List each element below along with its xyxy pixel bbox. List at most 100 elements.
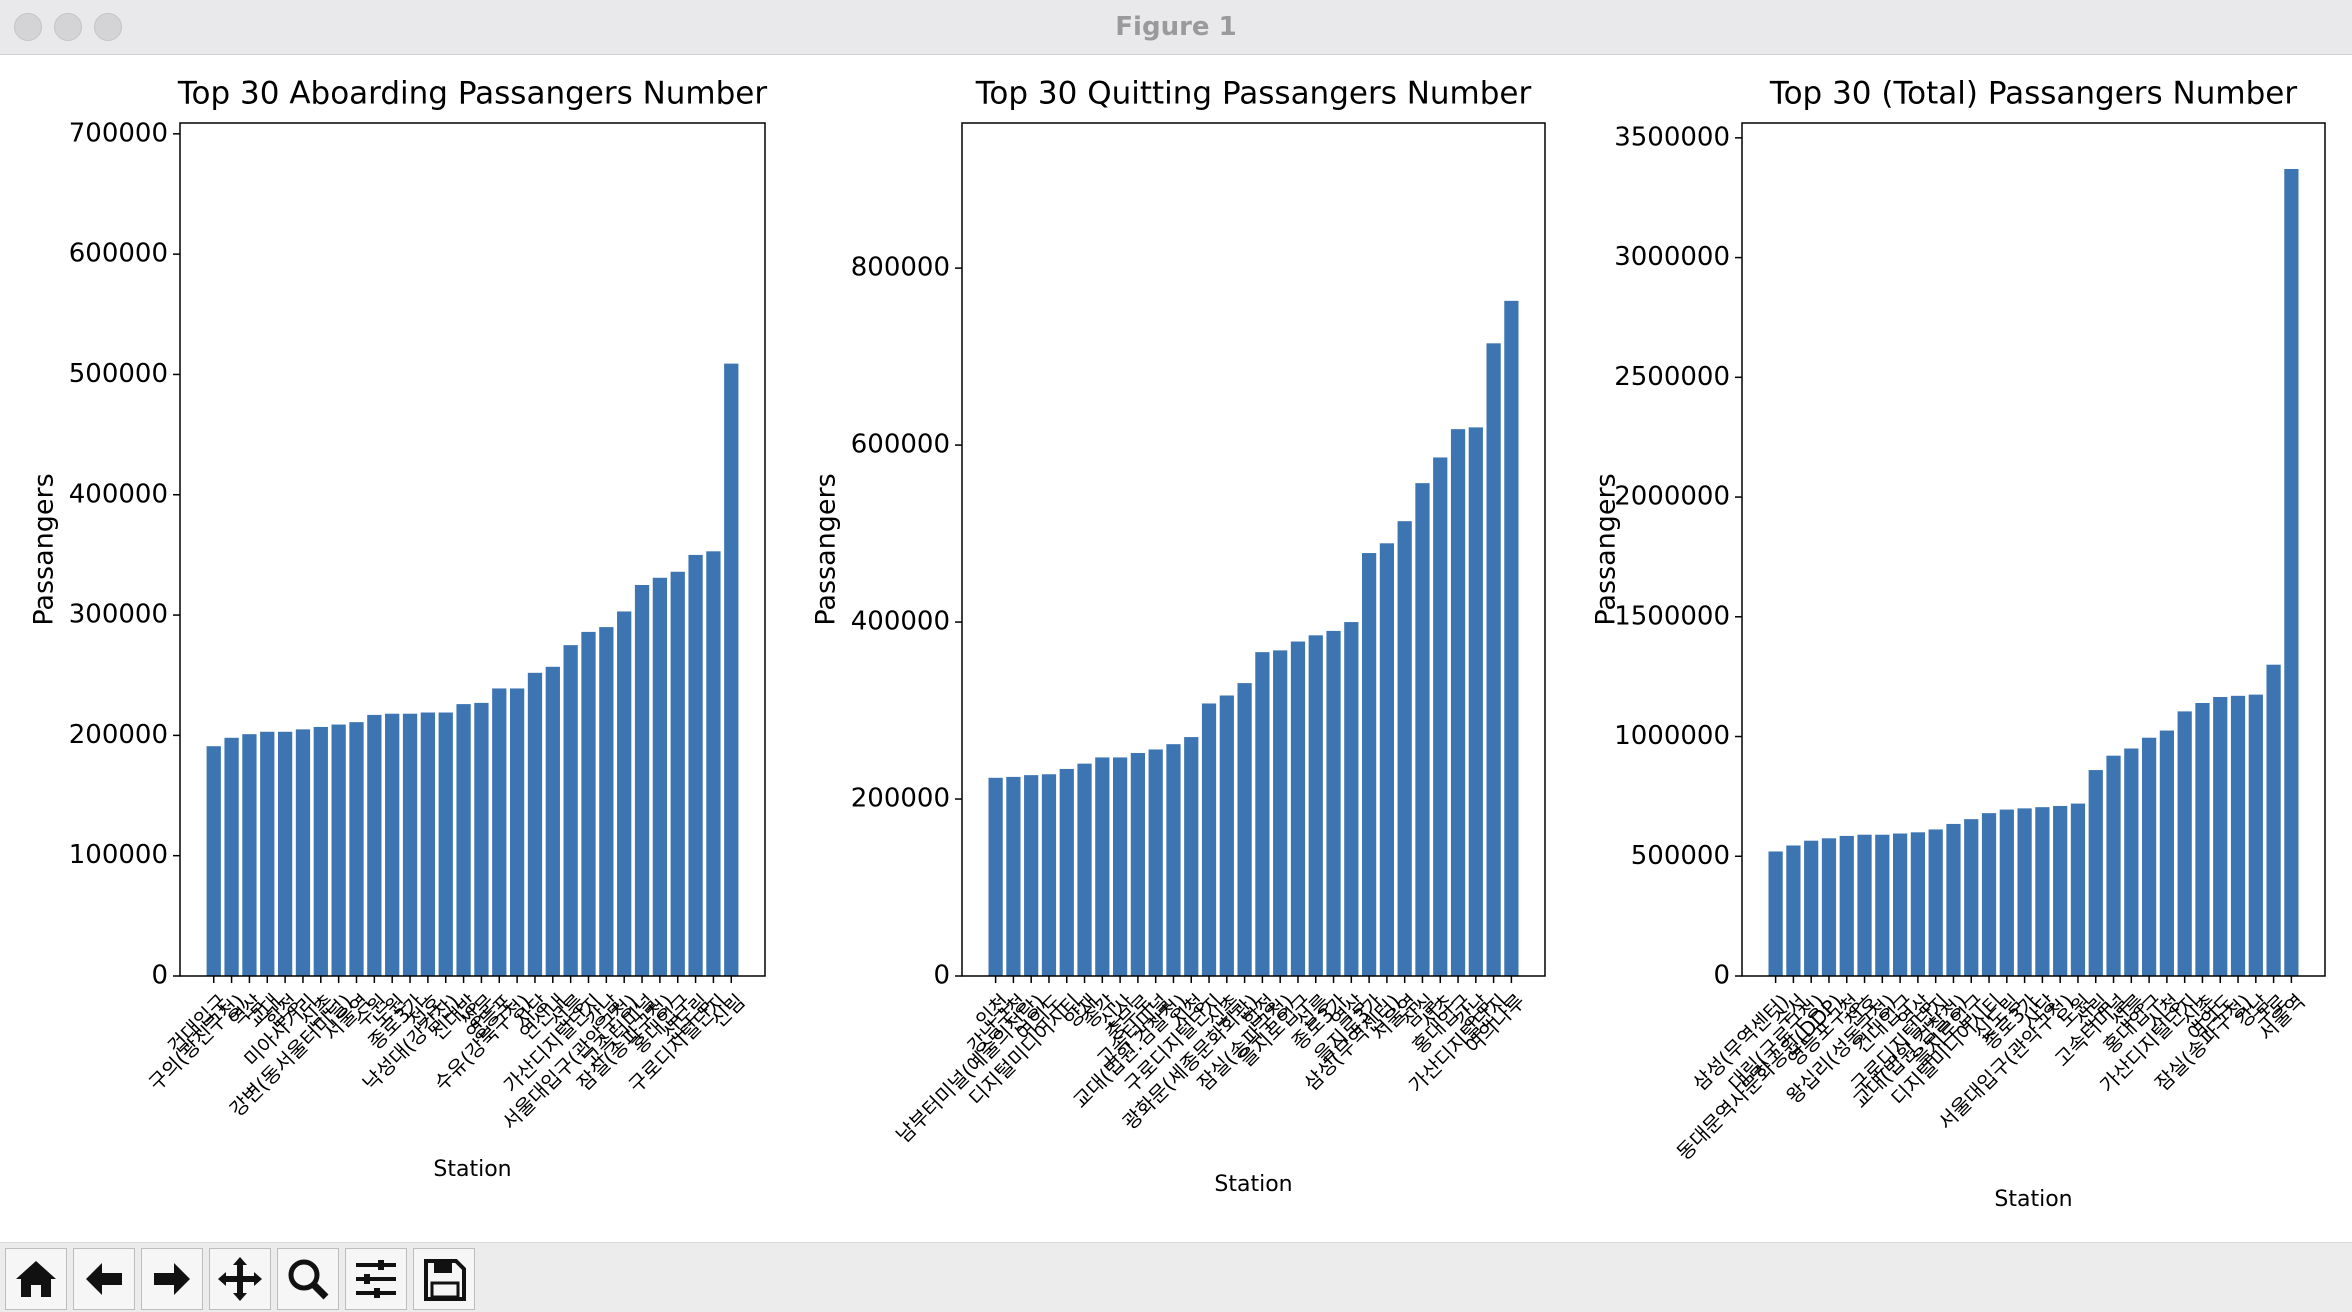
y-tick-label: 3500000 [1614,122,1730,152]
y-tick-label: 300000 [69,600,168,630]
bar [2035,807,2050,976]
bar [1219,695,1234,976]
bar [599,627,614,976]
bar [1148,749,1163,976]
zoom-button[interactable] [94,13,122,41]
bar [563,645,578,976]
bar [456,704,471,976]
bar [1112,757,1128,976]
bar [988,777,1003,976]
bar [545,666,560,976]
close-button[interactable] [14,13,42,41]
bar [2195,703,2210,976]
bar [2106,755,2121,976]
zoom-tool-button[interactable] [277,1248,339,1310]
axes-frame [961,122,1546,977]
bar [1397,521,1412,976]
bar [1981,813,1997,976]
y-tick-label: 600000 [851,430,950,460]
bar [1077,763,1092,976]
chart-title: Top 30 Quitting Passangers Number [975,76,1532,112]
bar [652,577,668,976]
bar [617,611,632,976]
bar [688,554,703,976]
y-tick-label: 500000 [69,359,168,389]
axes-frame [1741,122,2326,977]
bar [1184,737,1199,976]
bar [260,731,275,976]
bar [277,731,293,976]
bar [331,724,346,976]
bar [1290,641,1306,976]
bar [1892,833,1908,976]
y-tick-label: 1500000 [1614,601,1730,631]
bar [1273,650,1288,976]
bar [1804,840,1819,976]
configure-button[interactable] [345,1248,407,1310]
bar [1024,775,1039,976]
bar [1999,809,2014,976]
bar [1910,832,1926,976]
bar [2266,664,2281,976]
bar [1839,835,1854,976]
bar [2053,805,2068,976]
toolbar [0,1242,2352,1312]
y-tick-label: 0 [1713,961,1730,991]
bar [224,737,239,976]
bar [1946,823,1961,976]
bar [206,746,221,976]
bar [1468,427,1483,977]
chart-title: Top 30 Aboarding Passangers Number [177,76,768,112]
bar [1379,543,1395,976]
bar [1059,768,1074,976]
chart-title: Top 30 (Total) Passangers Number [1769,76,2297,112]
y-tick-label: 100000 [69,840,168,870]
bar [295,729,311,976]
y-tick-label: 600000 [69,239,168,269]
bar [1415,483,1430,976]
y-tick-label: 200000 [851,784,950,814]
bar [527,672,543,976]
bar [1201,703,1217,976]
y-tick-label: 500000 [1631,841,1730,871]
bar [670,571,685,976]
bar [2088,770,2103,976]
minimize-button[interactable] [54,13,82,41]
bar [1875,834,1890,976]
bar [385,713,400,976]
y-axis-label: Passangers [1591,473,1622,625]
bar [2213,697,2228,976]
y-tick-label: 0 [151,961,168,991]
axes-frame [179,122,766,977]
bar [1964,819,1979,976]
bar [1006,776,1021,976]
y-tick-label: 3000000 [1614,242,1730,272]
x-axis-label: Station [1994,1187,2072,1212]
x-axis-label: Station [433,1157,511,1182]
y-tick-label: 2500000 [1614,362,1730,392]
y-tick-label: 2000000 [1614,482,1730,512]
forward-button[interactable] [141,1248,203,1310]
bar [634,584,650,976]
bar [1326,630,1341,976]
y-tick-label: 800000 [851,253,950,283]
pan-button[interactable] [209,1248,271,1310]
home-button[interactable] [5,1248,67,1310]
bar [367,714,382,976]
bar [1344,622,1359,976]
bar [2124,748,2139,976]
y-axis-label: Passangers [29,473,60,625]
bar [1504,300,1519,976]
bar [1255,652,1270,976]
y-tick-label: 200000 [69,720,168,750]
bar [2248,694,2263,976]
back-button[interactable] [73,1248,135,1310]
bar [2159,730,2175,976]
y-tick-label: 400000 [851,607,950,637]
bar [1433,457,1448,976]
bar [581,631,596,976]
save-button[interactable] [413,1248,475,1310]
bar [1095,757,1110,976]
bar [1928,829,1943,976]
